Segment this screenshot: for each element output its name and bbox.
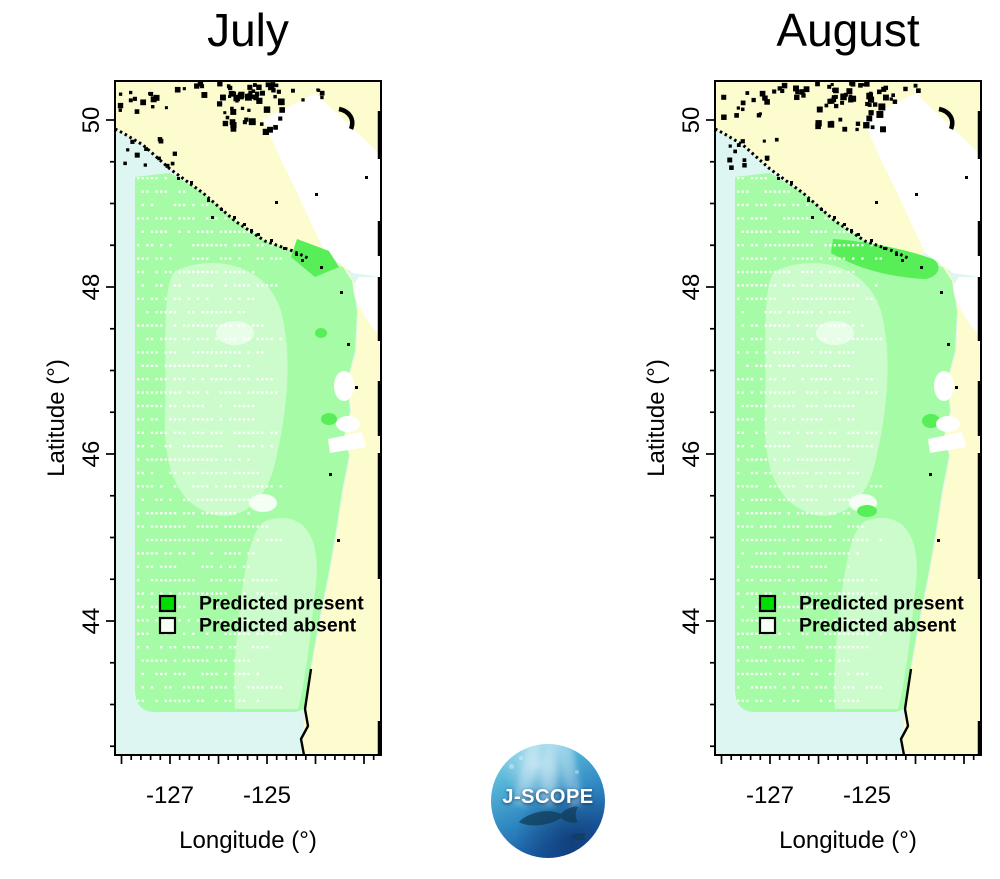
- y-tick-44: 44: [678, 608, 705, 635]
- axis-ticks: [706, 119, 975, 764]
- bubble: [519, 756, 523, 760]
- y-tick-44: 44: [78, 608, 105, 635]
- legend-absent-label: Predicted absent: [199, 615, 357, 637]
- legend-absent-label: Predicted absent: [799, 615, 957, 637]
- bubble: [509, 764, 514, 769]
- y-tick-46: 46: [678, 441, 705, 468]
- x-tick--125: -125: [243, 782, 291, 809]
- panel-title-august: August: [776, 4, 920, 56]
- legend-present-label: Predicted present: [799, 593, 964, 615]
- y-axis-label: Latitude (°): [43, 359, 70, 477]
- logo-text: J-SCOPE: [502, 786, 594, 808]
- legend-present-label: Predicted present: [199, 593, 364, 615]
- map-august: [715, 81, 981, 755]
- axis-ticks: [106, 119, 375, 764]
- x-axis-label: Longitude (°): [779, 827, 917, 854]
- map-july: [115, 81, 381, 755]
- legend: Predicted present Predicted absent: [758, 593, 964, 637]
- panel-july: 50 48 46 44 -127 -125 Latitude (°) Longi…: [43, 80, 382, 854]
- map-slot-july: [115, 81, 381, 755]
- small-fish-icon: [571, 832, 586, 841]
- legend-absent-swatch: [158, 616, 177, 635]
- x-tick--125: -125: [843, 782, 891, 809]
- y-tick-50: 50: [78, 107, 105, 134]
- y-tick-50: 50: [678, 107, 705, 134]
- y-tick-46: 46: [78, 441, 105, 468]
- map-slot-august: [715, 81, 981, 755]
- fish-art: [519, 806, 586, 841]
- x-axis-label: Longitude (°): [179, 827, 317, 854]
- tuna-fish-icon: [519, 806, 578, 826]
- bubble: [575, 770, 579, 774]
- legend: Predicted present Predicted absent: [158, 593, 364, 637]
- panel-title-july: July: [207, 4, 289, 56]
- legend-absent-swatch: [758, 616, 777, 635]
- x-tick--127: -127: [146, 782, 194, 809]
- panel-august: 50 48 46 44 -127 -125 Latitude (°) Longi…: [643, 80, 982, 854]
- y-tick-48: 48: [678, 274, 705, 301]
- x-tick--127: -127: [746, 782, 794, 809]
- y-tick-48: 48: [78, 274, 105, 301]
- legend-present-swatch: [758, 594, 777, 613]
- y-axis-label: Latitude (°): [643, 359, 670, 477]
- jscope-logo: J-SCOPE: [491, 744, 605, 858]
- legend-present-swatch: [158, 594, 177, 613]
